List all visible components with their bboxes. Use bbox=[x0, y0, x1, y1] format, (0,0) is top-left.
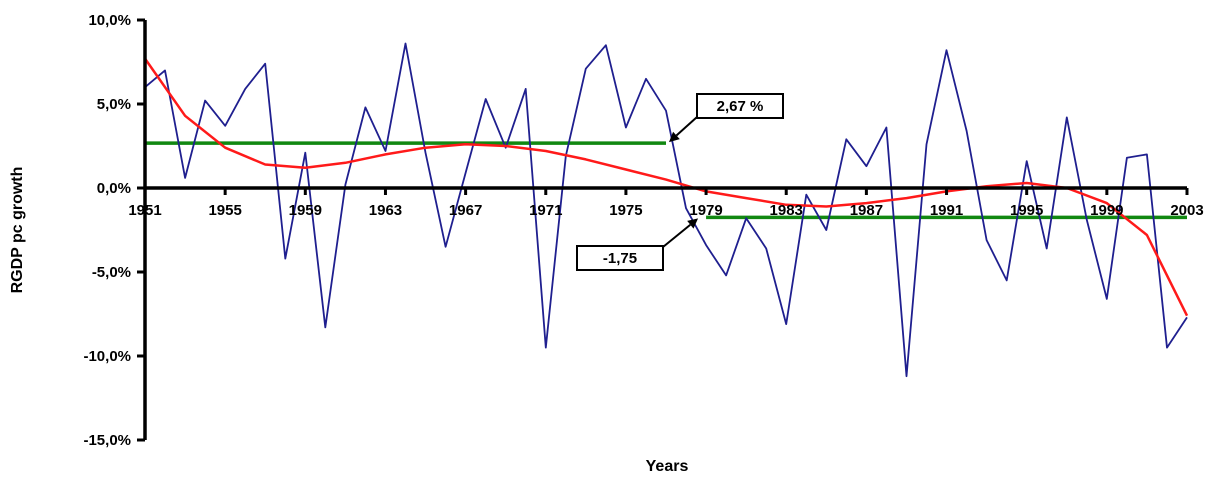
x-tick-label: 1967 bbox=[449, 202, 482, 219]
annotation-box bbox=[696, 93, 784, 119]
x-tick-label: 1975 bbox=[609, 202, 642, 219]
x-tick-label: 1971 bbox=[529, 202, 562, 219]
x-tick-label: 1979 bbox=[689, 202, 722, 219]
annotation-arrowhead bbox=[687, 218, 699, 229]
x-tick-label: 2003 bbox=[1170, 202, 1203, 219]
y-tick-label: 5,0% bbox=[97, 96, 131, 113]
y-tick-label: -10,0% bbox=[83, 348, 131, 365]
x-tick-label: 1959 bbox=[289, 202, 322, 219]
annotation-box bbox=[576, 245, 664, 271]
annotation-arrowhead bbox=[669, 131, 680, 143]
x-tick-label: 1955 bbox=[208, 202, 241, 219]
x-tick-label: 1951 bbox=[128, 202, 161, 219]
y-axis-title: RGDP pc growth bbox=[9, 167, 26, 294]
x-tick-label: 1983 bbox=[770, 202, 803, 219]
y-tick-label: -15,0% bbox=[83, 432, 131, 449]
x-tick-label: 1987 bbox=[850, 202, 883, 219]
annotation-arrow bbox=[662, 223, 691, 248]
x-tick-label: 1995 bbox=[1010, 202, 1043, 219]
y-tick-label: -5,0% bbox=[92, 264, 131, 281]
y-tick-label: 0,0% bbox=[97, 180, 131, 197]
y-tick-label: 10,0% bbox=[88, 12, 131, 29]
annotation-minus-1-75: -1,75 bbox=[576, 218, 699, 271]
annotation-2-67: 2,67 % bbox=[669, 93, 784, 143]
x-tick-label: 1999 bbox=[1090, 202, 1123, 219]
annotation-arrow bbox=[675, 116, 698, 137]
growth-line bbox=[144, 42, 1188, 378]
x-axis-title: Years bbox=[646, 458, 689, 475]
annotation-label: 2,67 % bbox=[717, 98, 764, 115]
x-tick-label: 1963 bbox=[369, 202, 402, 219]
trend-line bbox=[143, 57, 1189, 317]
x-tick-label: 1991 bbox=[930, 202, 963, 219]
annotation-label: -1,75 bbox=[603, 250, 637, 267]
